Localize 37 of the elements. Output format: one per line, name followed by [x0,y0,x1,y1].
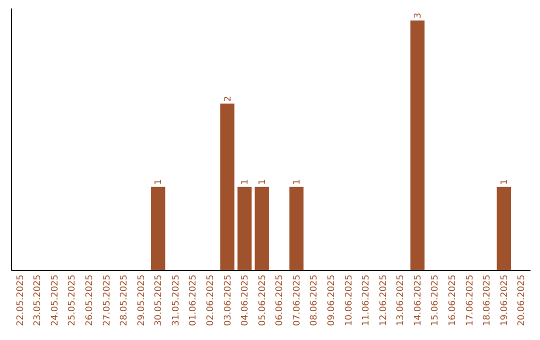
x-tick-label: 18.06.2025 [482,274,493,326]
x-tick-label: 10.06.2025 [344,274,354,326]
data-label: 1 [240,179,251,185]
x-tick-label: 13.06.2025 [396,274,406,326]
x-tick-label: 09.06.2025 [327,274,338,326]
x-tick-label: 15.06.2025 [430,274,441,326]
data-label: 2 [223,96,234,102]
x-tick-label: 07.06.2025 [292,274,302,326]
x-tick-label: 20.06.2025 [517,274,528,326]
x-tick-label: 11.06.2025 [362,274,372,326]
x-tick-label: 19.06.2025 [500,274,510,326]
x-tick-label: 17.06.2025 [465,274,476,326]
data-label: 1 [154,179,164,185]
x-tick-label: 26.05.2025 [84,274,95,326]
data-label: 1 [292,179,302,185]
x-tick-label: 02.06.2025 [206,274,216,326]
x-tick-label: 24.05.2025 [50,274,60,326]
x-tick-label: 28.05.2025 [120,274,130,326]
x-tick-label: 01.06.2025 [188,274,199,326]
x-tick-label: 22.05.2025 [16,274,26,326]
x-tick-label: 05.06.2025 [258,274,268,326]
x-tick-label: 08.06.2025 [310,274,320,326]
data-label: 1 [500,179,510,185]
x-tick-label: 03.06.2025 [223,274,234,326]
x-tick-label: 16.06.2025 [448,274,458,326]
x-tick-label: 04.06.2025 [240,274,251,326]
x-tick-label: 12.06.2025 [378,274,389,326]
x-tick-label: 25.05.2025 [68,274,78,326]
x-tick-label: 29.05.2025 [136,274,147,326]
x-tick-label: 27.05.2025 [102,274,112,326]
x-tick-label: 31.05.2025 [171,274,182,326]
x-tick-label: 23.05.2025 [33,274,44,326]
data-label: 3 [413,12,424,18]
x-tick-label: 06.06.2025 [275,274,286,326]
x-tick-label: 30.05.2025 [154,274,164,326]
data-label: 1 [258,179,268,185]
x-tick-label: 14.06.2025 [413,274,424,326]
